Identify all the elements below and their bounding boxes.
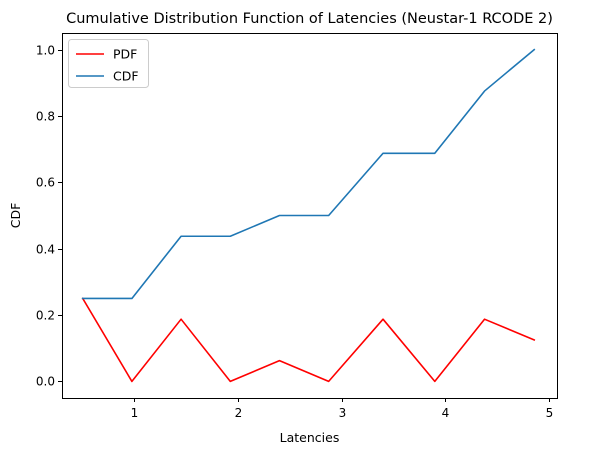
y-tick-label: 0.0 — [36, 375, 55, 389]
series-layer — [81, 48, 536, 383]
y-axis: 0.0 0.2 0.4 0.6 0.8 1.0 — [36, 44, 62, 389]
chart-title: Cumulative Distribution Function of Late… — [66, 11, 553, 27]
series-line-cdf — [81, 48, 536, 300]
y-tick-label: 1.0 — [36, 44, 55, 58]
plot-frame — [62, 33, 558, 399]
x-axis-label: Latencies — [280, 430, 340, 445]
legend-label-cdf: CDF — [113, 69, 139, 84]
x-axis: 1 2 3 4 5 — [131, 398, 554, 420]
x-tick-label: 2 — [235, 406, 243, 420]
y-tick-label: 0.6 — [36, 176, 55, 190]
y-tick-label: 0.2 — [36, 309, 55, 323]
series-line-pdf — [81, 297, 536, 383]
x-tick-label: 3 — [339, 406, 347, 420]
y-tick-label: 0.8 — [36, 110, 55, 124]
y-axis-label: CDF — [8, 203, 23, 229]
x-tick-label: 4 — [442, 406, 450, 420]
x-tick-label: 5 — [546, 406, 554, 420]
y-tick-label: 0.4 — [36, 243, 55, 257]
legend-label-pdf: PDF — [113, 47, 137, 62]
x-tick-label: 1 — [131, 406, 139, 420]
legend: PDF CDF — [68, 39, 149, 88]
